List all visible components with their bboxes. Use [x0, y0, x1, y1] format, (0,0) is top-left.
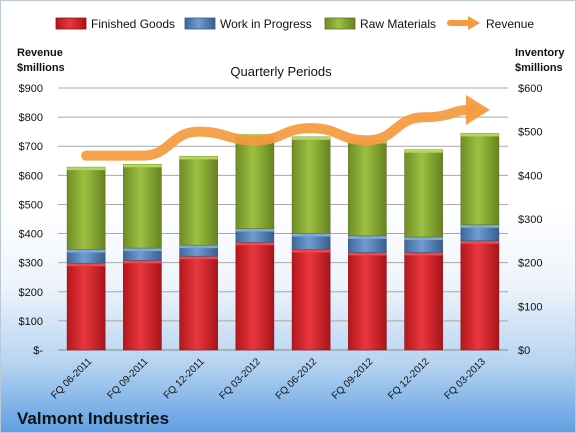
right-axis-title-line2: $millions	[515, 62, 563, 74]
bar-work-in-progress-top	[292, 233, 331, 237]
x-tick-label: FQ 12-2012	[386, 356, 432, 402]
left-tick-label: $200	[19, 287, 43, 299]
bar-raw-materials-top	[460, 133, 499, 137]
bar-finished-goods[interactable]	[404, 252, 443, 351]
left-tick-label: $300	[19, 258, 43, 270]
x-tick-label: FQ 06-2012	[274, 356, 320, 402]
left-tick-label: $100	[19, 316, 43, 328]
bar-raw-materials[interactable]	[404, 149, 443, 238]
bar-finished-goods[interactable]	[348, 252, 387, 351]
bar-raw-materials-top	[404, 149, 443, 153]
left-tick-label: $500	[19, 199, 43, 211]
bar-finished-goods-top	[67, 263, 106, 267]
bar-raw-materials-top	[67, 167, 106, 171]
legend-label-revenue: Revenue	[486, 17, 534, 31]
bar-finished-goods[interactable]	[123, 260, 162, 351]
right-axis-title-line1: Inventory	[515, 47, 565, 59]
left-tick-label: $800	[19, 112, 43, 124]
bar-work-in-progress-top	[67, 249, 106, 253]
revenue-series	[81, 94, 490, 161]
left-tick-label: $700	[19, 141, 43, 153]
bar-finished-goods[interactable]	[235, 241, 275, 351]
legend-item-revenue[interactable]: Revenue	[447, 16, 534, 31]
x-tick-label: FQ 09-2012	[330, 356, 376, 402]
legend-label-finished-goods: Finished Goods	[91, 17, 175, 31]
revenue-line[interactable]	[81, 104, 475, 161]
legend-label-raw-materials: Raw Materials	[360, 17, 436, 31]
legend-item-raw-materials[interactable]: Raw Materials	[324, 17, 436, 31]
bar-finished-goods-top	[123, 260, 162, 264]
bar-work-in-progress-top	[460, 224, 499, 228]
bar-work-in-progress-top	[123, 248, 162, 252]
bar-finished-goods-top	[292, 249, 331, 253]
bar-finished-goods-top	[179, 256, 218, 260]
left-axis-ticks: $- $100 $200 $300 $400 $500 $600 $700 $800 $900	[19, 83, 44, 357]
bar-work-in-progress-top	[179, 245, 218, 249]
legend-swatch-work-in-progress	[184, 17, 216, 30]
bar-finished-goods[interactable]	[179, 255, 218, 351]
bar-finished-goods-top	[235, 242, 274, 246]
legend-item-work-in-progress[interactable]: Work in Progress	[184, 17, 312, 31]
legend-label-work-in-progress: Work in Progress	[220, 17, 312, 31]
bar-raw-materials-top	[123, 164, 162, 168]
bar-finished-goods-top	[404, 252, 443, 256]
bar-finished-goods-top	[348, 252, 387, 256]
bar-raw-materials[interactable]	[235, 134, 275, 229]
bar-raw-materials-top	[179, 156, 218, 160]
bar-raw-materials[interactable]	[179, 156, 218, 246]
legend-item-finished-goods[interactable]: Finished Goods	[55, 17, 175, 31]
x-tick-label: FQ 03-2013	[442, 356, 488, 402]
bar-work-in-progress-top	[404, 237, 443, 241]
legend-swatch-finished-goods	[55, 17, 87, 30]
x-tick-label: FQ 09-2011	[106, 356, 151, 401]
x-tick-label: FQ 12-2011	[162, 356, 207, 401]
bar-raw-materials[interactable]	[348, 140, 387, 237]
left-tick-label: $600	[19, 170, 43, 182]
chart-subtitle: Quarterly Periods	[230, 64, 332, 79]
legend-arrowhead-revenue	[468, 16, 480, 30]
left-tick-label: $900	[19, 83, 43, 95]
bar-finished-goods[interactable]	[460, 240, 500, 351]
bar-raw-materials-top	[292, 136, 331, 140]
left-axis-title-line1: Revenue	[17, 47, 63, 59]
company-name: Valmont Industries	[17, 409, 169, 428]
right-tick-label: $100	[518, 301, 542, 313]
left-axis-title-line2: $millions	[17, 62, 65, 74]
right-tick-label: $500	[518, 127, 542, 139]
right-tick-label: $200	[518, 258, 542, 270]
bar-raw-materials[interactable]	[123, 163, 162, 249]
bar-raw-materials[interactable]	[66, 166, 106, 250]
bar-finished-goods-top	[460, 240, 499, 244]
legend: Finished Goods Work in Progress Raw Mate…	[55, 16, 534, 31]
bar-finished-goods[interactable]	[291, 249, 331, 351]
right-tick-label: $300	[518, 214, 542, 226]
right-tick-label: $0	[518, 345, 530, 357]
right-axis-ticks: $0 $100 $200 $300 $400 $500 $600	[518, 83, 542, 357]
bar-finished-goods[interactable]	[66, 262, 106, 351]
left-tick-label: $400	[19, 229, 43, 241]
x-tick-label: FQ 03-2012	[217, 356, 263, 402]
right-tick-label: $400	[518, 170, 542, 182]
x-axis-ticks: FQ 06-2011 FQ 09-2011 FQ 12-2011 FQ 03-2012…	[49, 356, 488, 402]
bar-work-in-progress-top	[235, 228, 274, 232]
bar-work-in-progress-top	[348, 235, 387, 239]
bar-raw-materials[interactable]	[291, 136, 331, 234]
left-tick-label: $-	[33, 345, 43, 357]
bars	[66, 133, 500, 351]
legend-swatch-raw-materials	[324, 17, 356, 30]
revenue-arrowhead	[465, 94, 490, 125]
bar-raw-materials[interactable]	[460, 133, 500, 226]
x-tick-label: FQ 06-2011	[49, 356, 94, 401]
right-tick-label: $600	[518, 83, 542, 95]
